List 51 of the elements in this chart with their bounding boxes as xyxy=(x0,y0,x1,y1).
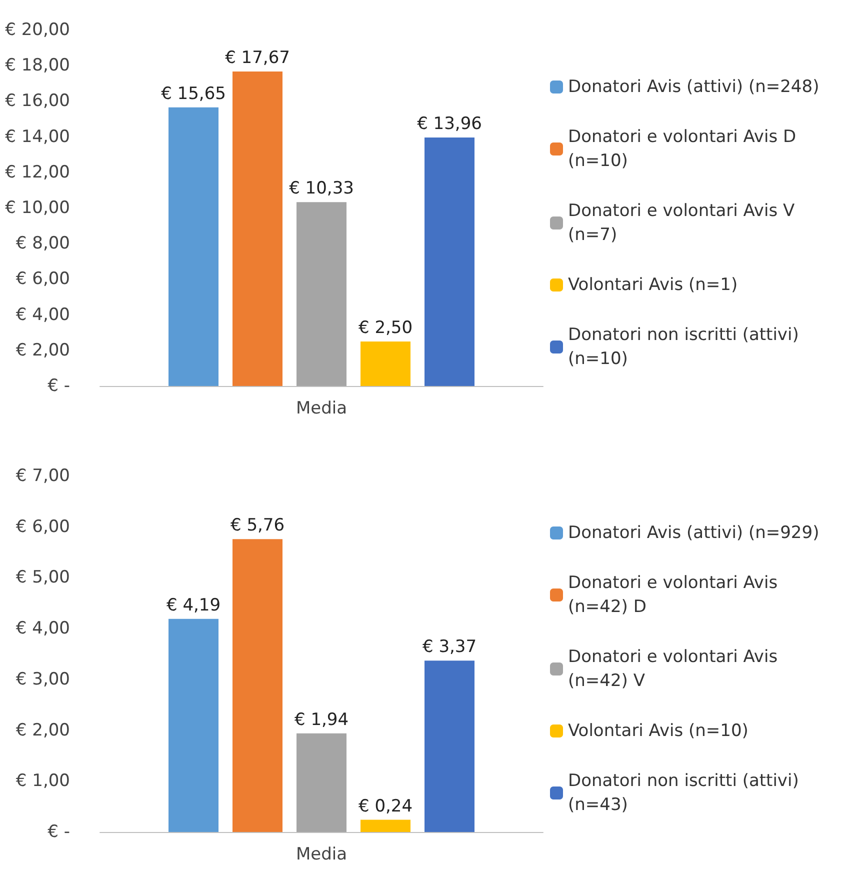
data-label: € 13,96 xyxy=(417,114,482,134)
data-label: € 4,19 xyxy=(166,595,221,616)
legend-label: Donatori e volontari Avis D (n=10) xyxy=(568,127,802,171)
data-label: € 3,37 xyxy=(422,637,477,658)
bar xyxy=(424,138,474,386)
legend-label: Donatori e volontari Avis V (n=7) xyxy=(568,201,800,245)
y-tick-label: € 7,00 xyxy=(16,466,70,486)
x-tick-label: Media xyxy=(296,844,348,864)
x-tick-label: Media xyxy=(296,398,348,418)
legend-label: Donatori non iscritti (attivi) (n=10) xyxy=(568,325,804,369)
bar xyxy=(360,342,410,386)
bar xyxy=(296,733,346,832)
legend-label: Donatori Avis (attivi) (n=929) xyxy=(568,523,820,543)
y-tick-label: € 10,00 xyxy=(5,198,70,218)
legend-label: Volontari Avis (n=10) xyxy=(568,721,748,741)
legend-label: Donatori non iscritti (attivi) (n=43) xyxy=(568,771,804,815)
bar xyxy=(232,539,282,832)
y-tick-label: € 16,00 xyxy=(5,91,70,112)
data-label: € 0,24 xyxy=(358,796,413,816)
legend-label: Donatori Avis (attivi) (n=248) xyxy=(568,77,820,97)
y-tick-label: € 1,00 xyxy=(16,771,70,792)
data-label: € 10,33 xyxy=(289,178,354,199)
legend-label: Donatori e volontari Avis (n=42) D xyxy=(568,573,783,617)
y-tick-label: € 5,00 xyxy=(16,568,70,588)
y-tick-label: € 8,00 xyxy=(16,234,70,254)
y-tick-label: € 4,00 xyxy=(16,618,70,639)
y-tick-label: € 18,00 xyxy=(5,56,70,76)
data-label: € 5,76 xyxy=(230,516,285,536)
bar xyxy=(168,618,218,832)
bar xyxy=(168,107,218,386)
y-tick-label: € 4,00 xyxy=(16,304,70,325)
y-tick-label: € 12,00 xyxy=(5,162,70,182)
data-label: € 1,94 xyxy=(294,710,349,730)
data-label: € 2,50 xyxy=(358,318,413,338)
bar xyxy=(424,660,474,832)
legend-label: Volontari Avis (n=1) xyxy=(568,275,738,295)
y-tick-label: € - xyxy=(48,822,70,842)
y-tick-label: € 2,00 xyxy=(16,340,70,360)
y-tick-label: € 3,00 xyxy=(16,669,70,690)
bar xyxy=(232,71,282,386)
data-label: € 17,67 xyxy=(225,48,290,68)
y-tick-label: € 20,00 xyxy=(5,20,70,40)
bar xyxy=(296,202,346,386)
bar xyxy=(360,820,410,832)
y-tick-label: € 2,00 xyxy=(16,720,70,740)
legend-label: Donatori e volontari Avis (n=42) V xyxy=(568,647,783,691)
y-tick-label: € - xyxy=(48,376,70,396)
data-label: € 15,65 xyxy=(161,84,226,104)
y-tick-label: € 6,00 xyxy=(16,516,70,537)
y-tick-label: € 14,00 xyxy=(5,126,70,147)
y-tick-label: € 6,00 xyxy=(16,269,70,290)
